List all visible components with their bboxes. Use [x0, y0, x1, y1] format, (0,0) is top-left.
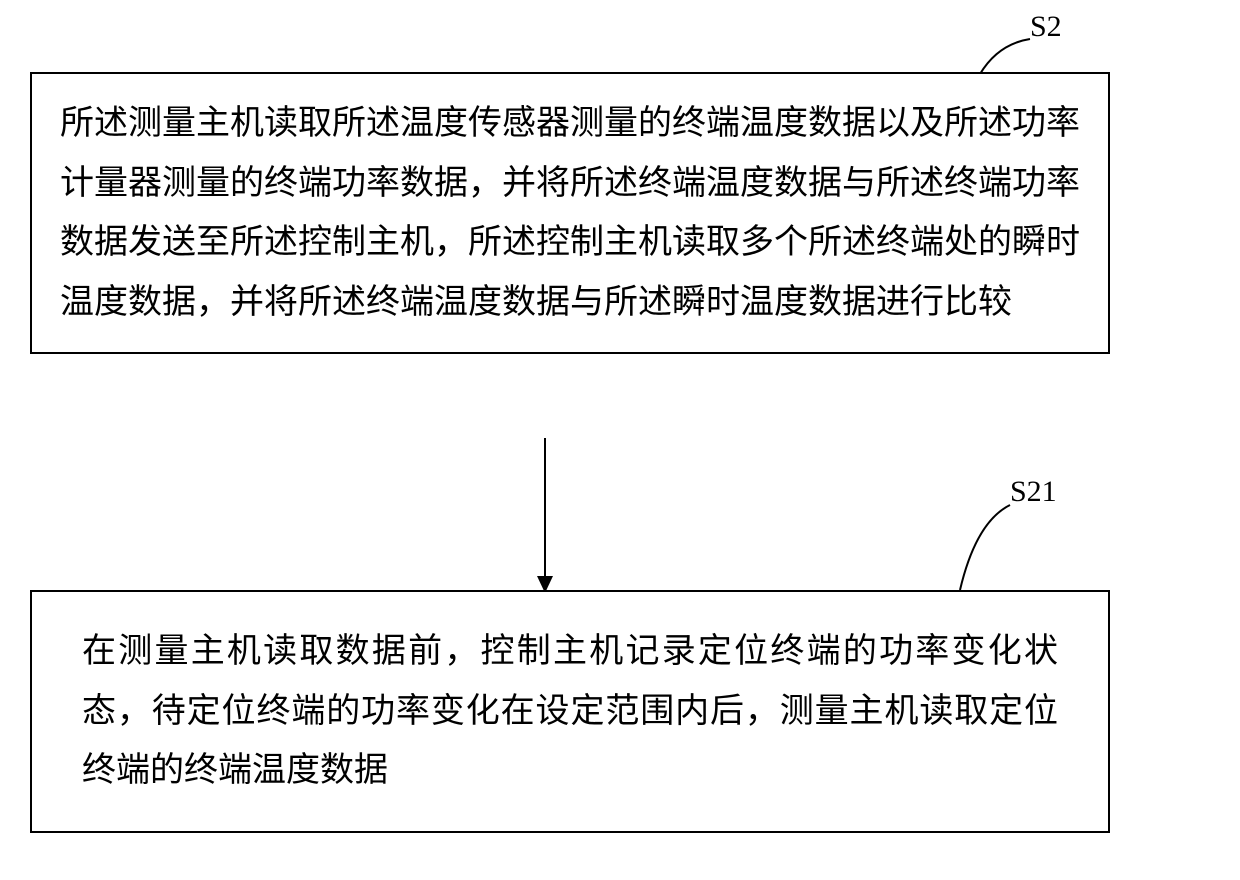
node-s21-text: 在测量主机读取数据前，控制主机记录定位终端的功率变化状态，待定位终端的功率变化在…: [82, 633, 1058, 789]
leader-line-s2: [978, 36, 1038, 76]
leader-line-s21: [958, 502, 1018, 592]
node-s2-text: 所述测量主机读取所述温度传感器测量的终端温度数据以及所述功率计量器测量的终端功率…: [60, 105, 1080, 321]
arrow-s2-to-s21: [530, 438, 560, 593]
flowchart-node-s21: 在测量主机读取数据前，控制主机记录定位终端的功率变化状态，待定位终端的功率变化在…: [30, 590, 1110, 833]
flowchart-container: S2 所述测量主机读取所述温度传感器测量的终端温度数据以及所述功率计量器测量的终…: [0, 0, 1240, 880]
flowchart-node-s2: 所述测量主机读取所述温度传感器测量的终端温度数据以及所述功率计量器测量的终端功率…: [30, 72, 1110, 354]
